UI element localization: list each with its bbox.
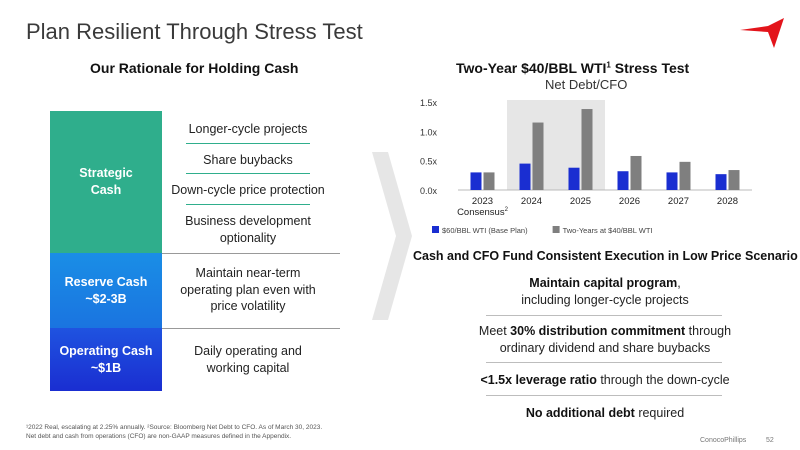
divider [186,143,310,144]
footnote-line2: Net debt and cash from operations (CFO) … [26,433,292,441]
stress-test-heading: Two-Year $40/BBL WTI1 Stress Test [456,60,689,76]
strategic-cash-segment: Strategic Cash [50,111,162,253]
legend-swatch [552,226,560,233]
company-logo-icon [740,18,784,48]
rationale-item: Business development optionality [185,214,311,245]
bar-base-plan [568,167,580,190]
reserve-line1: Reserve Cash [64,274,148,289]
x-tick-label: 2025 [570,196,591,207]
bar-base-plan [666,172,678,190]
divider [486,395,722,396]
bullet2-bold: 30% distribution commitment [510,324,686,338]
y-tick-label: 0.5x [420,157,438,167]
x-tick-label: 2028 [717,196,738,207]
rationale-reserve: Maintain near-term operating plan even w… [180,266,316,313]
bullet-no-debt: No additional debt required [420,405,790,422]
divider [186,204,310,205]
x-tick-label: 2023 [472,196,493,207]
divider [486,315,722,316]
bar-base-plan [519,163,531,190]
bullet3-bold: <1.5x leverage ratio [480,373,597,387]
rationale-heading: Our Rationale for Holding Cash [90,60,299,76]
divider [486,362,722,363]
bullet1-rest: , [677,276,681,290]
execution-heading: Cash and CFO Fund Consistent Execution i… [413,249,798,263]
bar-stress-test [630,155,642,190]
bar-base-plan [470,172,482,190]
heading-main: Two-Year $40/BBL WTI [456,60,607,76]
bar-stress-test [532,122,544,190]
rationale-item: Down-cycle price protection [171,183,325,197]
y-tick-label: 1.5x [420,98,438,108]
strategic-line2: Cash [90,183,122,197]
bullet-leverage: <1.5x leverage ratio through the down-cy… [420,372,790,389]
operating-line1: Operating Cash [59,343,153,358]
heading-tail: Stress Test [614,60,690,76]
divider [186,173,310,174]
bullet4-bold: No additional debt [525,406,635,420]
operating-cash-segment: Operating Cash ~$1B [50,328,162,391]
y-tick-label: 1.0x [420,127,438,137]
footnote: ¹2022 Real, escalating at 2.25% annually… [26,423,446,441]
operating-line2: ~$1B [90,360,122,375]
rationale-item: Share buybacks [203,153,293,167]
page-title: Plan Resilient Through Stress Test [26,19,363,44]
bullet3-post: through the down-cycle [596,373,730,387]
x-tick-sublabel: Consensus2 [457,207,509,218]
legend-swatch [432,226,439,233]
bar-base-plan [617,171,629,190]
reserve-line2: ~$2-3B [85,291,127,306]
bullet-capital-program: Maintain capital program, including long… [420,275,790,309]
strategic-line1: Strategic [79,166,133,181]
y-tick-label: 0.0x [420,186,438,196]
bullet1-bold: Maintain capital program [529,276,678,290]
heading-footnote-ref: 1 [606,60,611,70]
page-number: 52 [766,437,774,444]
brand-name: ConocoPhillips [700,437,747,444]
legend-label: Two-Years at $40/BBL WTI [563,226,653,235]
footnote-line1: ¹2022 Real, escalating at 2.25% annually… [26,424,323,431]
bullet2-post: through [685,324,732,338]
divider [162,328,340,329]
bar-stress-test [483,172,495,190]
x-tick-label: 2024 [521,196,542,207]
bullet-distribution: Meet 30% distribution commitment through… [420,323,790,357]
bar-stress-test [728,170,740,190]
bar-stress-test [679,161,691,190]
highlight-band [556,100,605,190]
x-tick-label: 2027 [668,196,689,207]
chart-subtitle: Net Debt/CFO [545,77,628,92]
bullet4-post: required [634,406,685,420]
legend-label: $60/BBL WTI (Base Plan) [442,226,528,235]
bar-base-plan [715,174,727,190]
divider [162,253,340,254]
chevron-right-icon [372,152,412,320]
rationale-operating: Daily operating and working capital [194,344,302,375]
bullet2-line2: ordinary dividend and share buybacks [499,340,711,355]
rationale-item: Longer-cycle projects [188,122,308,136]
x-tick-label: 2026 [619,196,640,207]
bullet1-line2: including longer-cycle projects [521,292,689,307]
reserve-cash-segment: Reserve Cash ~$2-3B [50,253,162,328]
bullet2-pre: Meet [478,324,511,338]
bar-stress-test [581,109,593,190]
highlight-band [507,100,556,190]
